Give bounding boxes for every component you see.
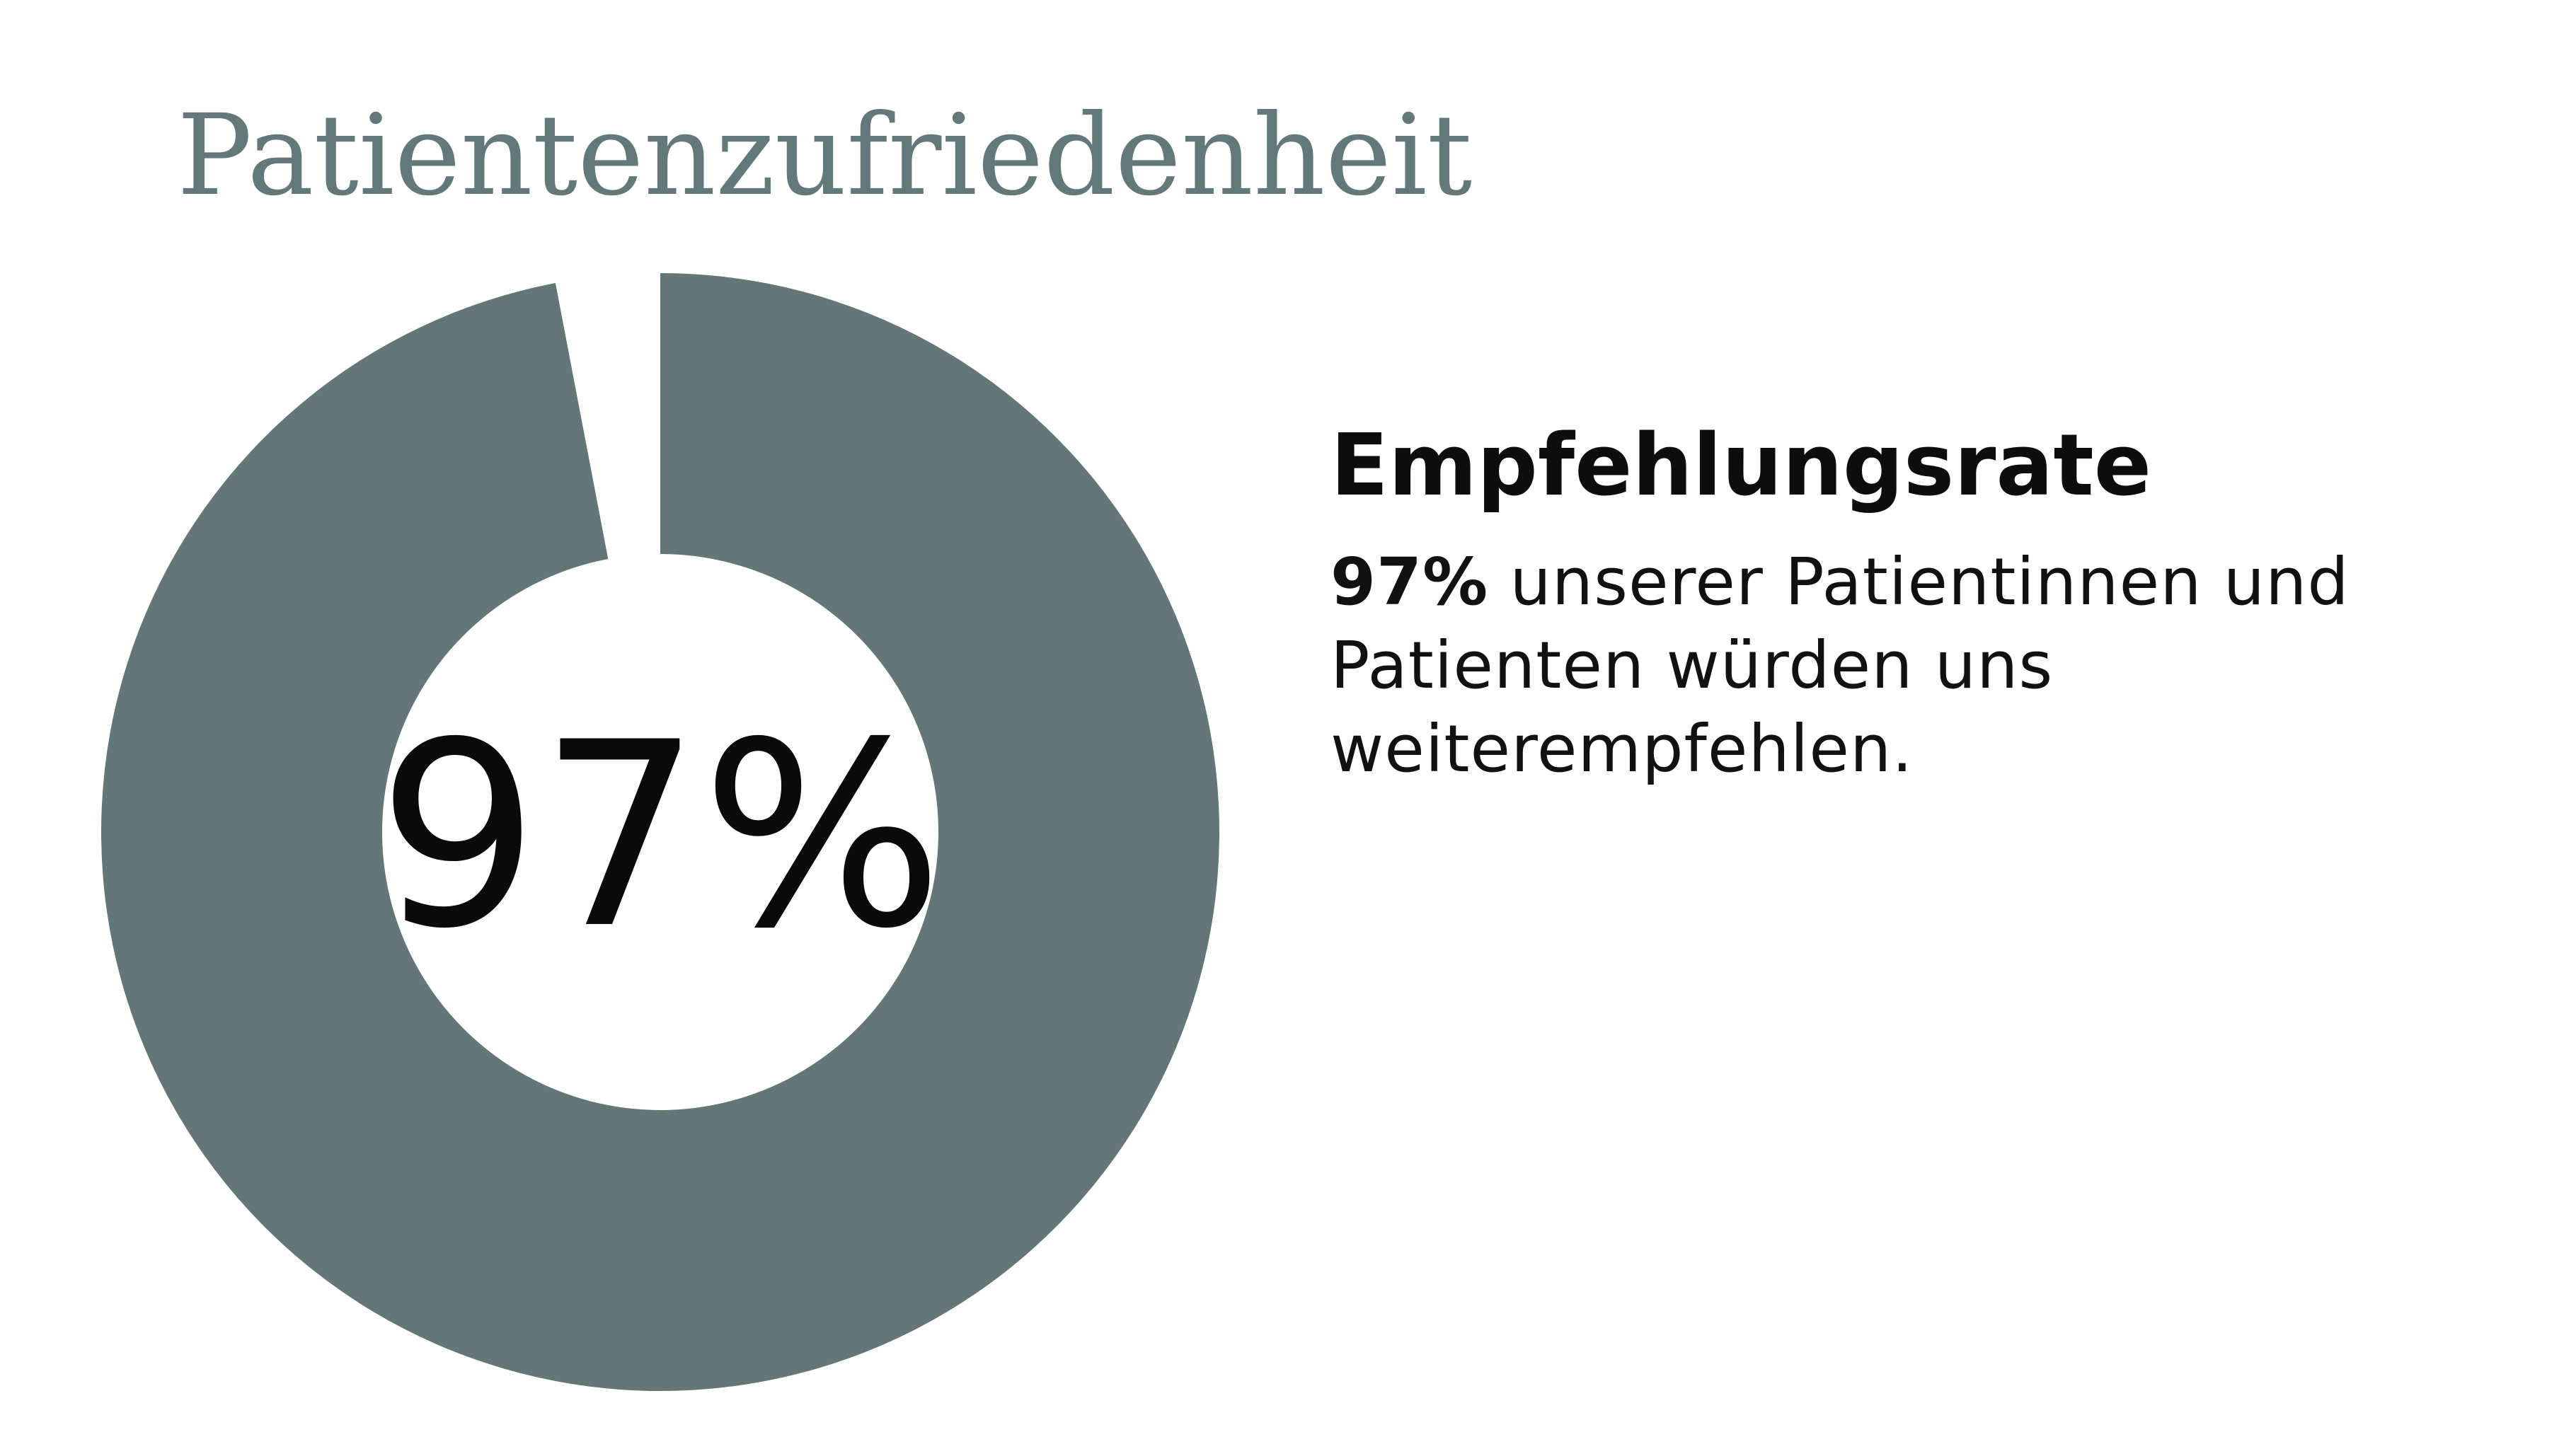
recommendation-text: 97% unserer Patientinnen und Patienten w… <box>1330 541 2534 790</box>
donut-chart: 97% <box>101 273 1220 1391</box>
donut-segment-2 <box>555 273 660 559</box>
donut-chart-container: 97% <box>101 273 1220 1391</box>
page-title: Patientenzufriedenheit <box>177 91 1473 221</box>
recommendation-percent: 97% <box>1330 544 1489 620</box>
recommendation-heading: Empfehlungsrate <box>1330 417 2152 515</box>
recommendation-panel: Empfehlungsrate 97% unserer Patientinnen… <box>1330 417 2534 790</box>
donut-center-label: 97% <box>377 688 943 984</box>
donut-segment-1 <box>101 273 1220 1391</box>
recommendation-description: unserer Patientinnen und Patienten würde… <box>1330 544 2350 787</box>
